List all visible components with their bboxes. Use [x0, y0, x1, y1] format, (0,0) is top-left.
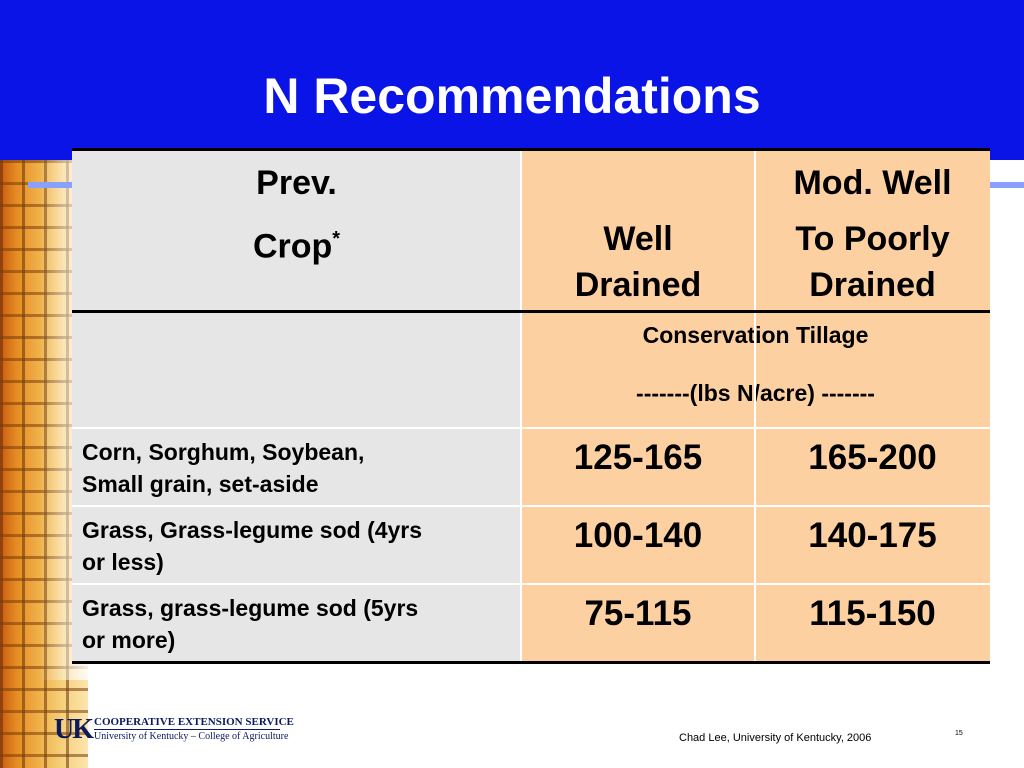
crop-label-line2: or more) — [82, 627, 176, 653]
crop-label-line1: Grass, grass-legume sod (5yrs — [82, 595, 419, 621]
logo-line1: COOPERATIVE EXTENSION SERVICE — [94, 716, 294, 728]
poorly-drained-value: 140-175 — [808, 516, 937, 555]
row-divider — [72, 583, 990, 585]
page-number: 15 — [955, 730, 963, 737]
header-poorly-drained-cell: Mod. Well To Poorly Drained — [755, 148, 990, 312]
logo-uk-mark: UK — [54, 714, 94, 745]
footnote-mark: * — [332, 228, 341, 250]
crop-label-line2: Small grain, set-aside — [82, 471, 319, 497]
crop-label-line1: Corn, Sorghum, Soybean, — [82, 439, 365, 465]
uk-extension-logo: UK COOPERATIVE EXTENSION SERVICE Univers… — [54, 714, 294, 745]
table-row-poorly-drained-cell: 140-175 — [755, 506, 990, 584]
title-bar — [0, 0, 1024, 160]
n-recommendations-table: Prev. Crop* Well Drained Mod. Well To Po… — [72, 148, 990, 664]
logo-line2: University of Kentucky – College of Agri… — [94, 731, 289, 742]
header-well-label: Well — [603, 220, 673, 258]
column-divider — [754, 148, 756, 664]
slide-title: N Recommendations — [263, 68, 761, 124]
header-prev-crop-cell: Prev. Crop* — [72, 148, 521, 312]
row-divider — [72, 505, 990, 507]
table-row-crop-cell: Grass, grass-legume sod (5yrs or more) — [72, 584, 521, 662]
crop-label-line1: Grass, Grass-legume sod (4yrs — [82, 517, 423, 543]
column-divider — [520, 148, 522, 664]
crop-label-line2: or less) — [82, 549, 164, 575]
header-drained-label-2: Drained — [809, 266, 936, 304]
logo-rule — [94, 729, 280, 730]
table-row-well-drained-cell: 125-165 — [521, 428, 755, 506]
table-row-crop-cell: Corn, Sorghum, Soybean, Small grain, set… — [72, 428, 521, 506]
table-row-crop-cell: Grass, Grass-legume sod (4yrs or less) — [72, 506, 521, 584]
accent-rule-right — [990, 182, 1024, 188]
table-row-well-drained-cell: 100-140 — [521, 506, 755, 584]
poorly-drained-value: 115-150 — [809, 594, 936, 633]
table-top-rule — [72, 148, 990, 151]
header-drained-label: Drained — [574, 266, 702, 304]
header-bottom-rule — [72, 310, 990, 313]
table-row-poorly-drained-cell: 165-200 — [755, 428, 990, 506]
subheader-blank-cell — [72, 312, 521, 428]
table-row-well-drained-cell: 75-115 — [521, 584, 755, 662]
well-drained-value: 100-140 — [573, 516, 703, 555]
author-credit: Chad Lee, University of Kentucky, 2006 — [679, 732, 872, 744]
header-well-drained-cell: Well Drained — [521, 148, 755, 312]
header-crop-label: Crop* — [252, 227, 341, 266]
well-drained-value: 125-165 — [573, 438, 703, 477]
header-prev-label: Prev. — [256, 164, 337, 202]
well-drained-value: 75-115 — [584, 594, 692, 633]
poorly-drained-value: 165-200 — [808, 438, 937, 477]
table-bottom-rule — [72, 661, 990, 664]
accent-rule-left — [28, 182, 72, 188]
table-row-poorly-drained-cell: 115-150 — [755, 584, 990, 662]
row-divider — [72, 427, 990, 429]
header-mod-well-label: Mod. Well — [793, 164, 952, 202]
header-to-poorly-label: To Poorly — [795, 220, 950, 258]
